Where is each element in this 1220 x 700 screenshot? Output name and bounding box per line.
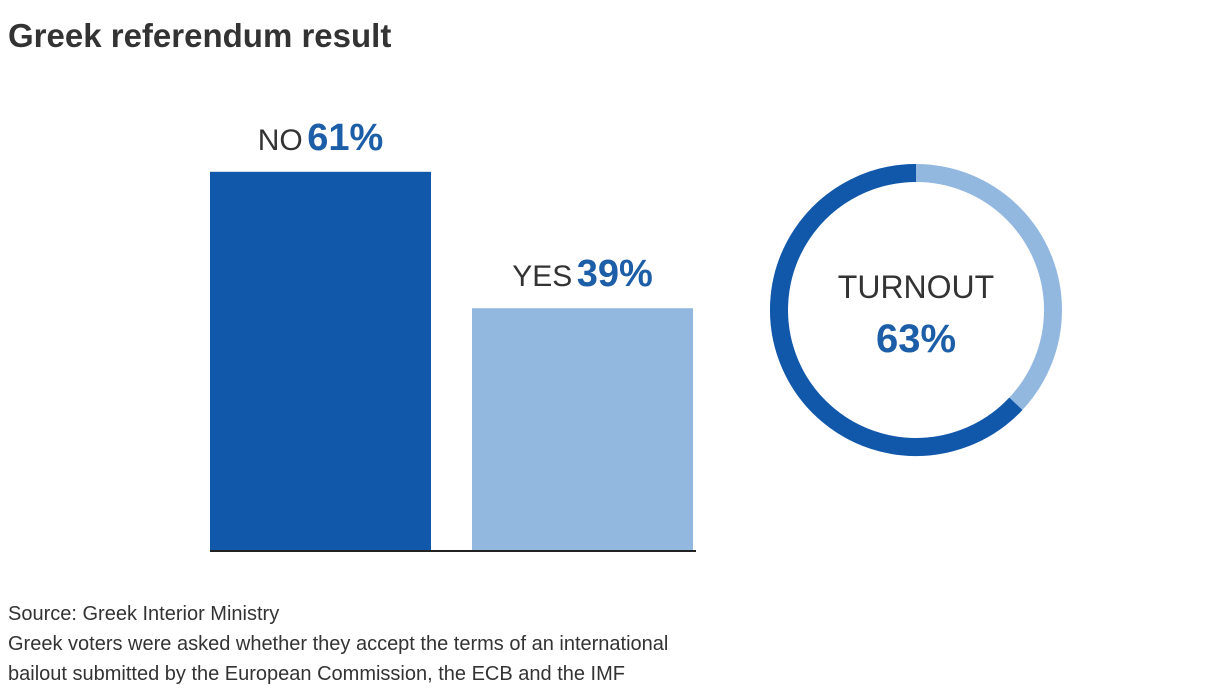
value-label: 63% xyxy=(876,317,956,361)
bar xyxy=(210,171,431,551)
category-label: NO xyxy=(258,124,303,157)
source: Source: Greek Interior Ministry xyxy=(8,603,279,625)
data-label: YES 39% xyxy=(512,253,653,295)
chart-title: Greek referendum result xyxy=(8,17,391,54)
value-label: 61% xyxy=(307,117,383,159)
note: Greek voters were asked whether they acc… xyxy=(8,633,668,655)
category-label: YES xyxy=(512,260,572,293)
bar xyxy=(472,308,693,550)
donut-segment xyxy=(770,164,1023,456)
note: bailout submitted by the European Commis… xyxy=(8,663,625,685)
category-label: TURNOUT xyxy=(838,269,994,305)
value-label: 39% xyxy=(577,253,653,295)
data-label: NO 61% xyxy=(258,117,384,159)
